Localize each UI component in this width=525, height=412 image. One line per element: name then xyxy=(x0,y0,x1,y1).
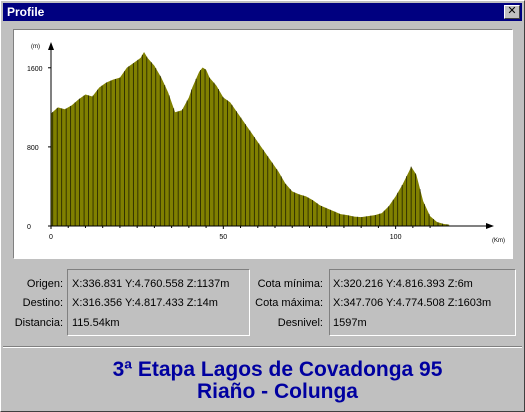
desnivel-value: 1597m xyxy=(333,317,367,329)
cota-minima-value: X:320.216 Y:4.816.393 Z:6m xyxy=(333,278,473,290)
y-unit-label: (m) xyxy=(31,44,40,50)
y-tick-label: 800 xyxy=(27,145,39,152)
x-tick-label: 50 xyxy=(219,234,227,241)
window-title: Profile xyxy=(7,5,45,19)
desnivel-label: Desnivel: xyxy=(277,317,323,329)
footer-divider xyxy=(3,346,522,348)
origen-value: X:336.831 Y:4.760.558 Z:1137m xyxy=(72,278,230,290)
stage-caption: 3ª Etapa Lagos de Covadonga 95 Riaño - C… xyxy=(3,349,522,409)
elevation-stats-panel: X:320.216 Y:4.816.393 Z:6m X:347.706 Y:4… xyxy=(329,269,516,336)
y-axis-arrow-icon xyxy=(48,42,54,50)
destino-label: Destino: xyxy=(22,297,63,309)
stage-title: 3ª Etapa Lagos de Covadonga 95 xyxy=(112,358,443,381)
title-bar[interactable]: Profile ✕ xyxy=(3,3,522,21)
x-tick-label: 0 xyxy=(49,234,53,241)
distancia-label: Distancia: xyxy=(14,317,63,329)
elevation-chart: 0 800 1600 0 50 100 (m) (Km) xyxy=(27,42,505,244)
close-icon: ✕ xyxy=(507,5,517,17)
distancia-value: 115.54km xyxy=(72,317,120,329)
origin-destination-panel: X:336.831 Y:4.760.558 Z:1137m X:316.356 … xyxy=(67,269,250,336)
y-tick-label: 0 xyxy=(27,224,31,231)
x-unit-label: (Km) xyxy=(492,238,505,244)
cota-maxima-label: Cota máxima: xyxy=(255,297,323,309)
profile-chart-panel: 0 800 1600 0 50 100 (m) (Km) xyxy=(13,29,513,259)
x-axis-arrow-icon xyxy=(486,223,494,229)
cota-minima-label: Cota mínima: xyxy=(257,278,323,290)
cota-maxima-value: X:347.706 Y:4.774.508 Z:1603m xyxy=(333,297,492,309)
stage-route: Riaño - Colunga xyxy=(197,380,358,403)
close-button[interactable]: ✕ xyxy=(504,5,520,19)
y-tick-label: 1600 xyxy=(27,66,43,73)
origen-label: Origen: xyxy=(26,278,63,290)
x-tick-label: 100 xyxy=(390,234,402,241)
destino-value: X:316.356 Y:4.817.433 Z:14m xyxy=(72,297,218,309)
